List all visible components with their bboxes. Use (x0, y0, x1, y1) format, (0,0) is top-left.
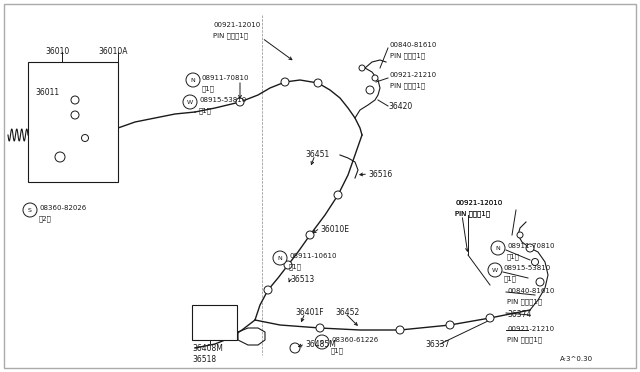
Circle shape (359, 65, 365, 71)
Text: PIN ピン（1）: PIN ピン（1） (390, 82, 425, 89)
Circle shape (486, 314, 494, 322)
Text: （1）: （1） (202, 85, 215, 92)
Circle shape (290, 343, 300, 353)
Text: 2、: 2、 (39, 215, 52, 222)
Text: S: S (28, 208, 32, 212)
Text: 36452: 36452 (335, 308, 359, 317)
Text: 08915-53810: 08915-53810 (504, 265, 551, 271)
Circle shape (264, 286, 272, 294)
Text: S: S (320, 340, 324, 344)
Text: 36516: 36516 (368, 170, 392, 179)
Text: （1）: （1） (507, 253, 520, 260)
Text: 08911-70810: 08911-70810 (202, 75, 250, 81)
Text: 00921-12010: 00921-12010 (213, 22, 260, 28)
Circle shape (334, 191, 342, 199)
Bar (192, 305, 237, 340)
Text: 36011: 36011 (35, 88, 59, 97)
Circle shape (372, 75, 378, 81)
Text: 00921-21210: 00921-21210 (507, 326, 554, 332)
Circle shape (446, 321, 454, 329)
Text: W: W (492, 267, 498, 273)
Circle shape (536, 278, 544, 286)
Text: PIN ピン（1）: PIN ピン（1） (507, 336, 542, 343)
Bar (28, 62, 118, 182)
Text: 36408M: 36408M (192, 344, 223, 353)
Circle shape (526, 244, 534, 252)
Text: 08915-53810: 08915-53810 (199, 97, 246, 103)
Text: 36010E: 36010E (320, 225, 349, 234)
Text: （1）: （1） (331, 347, 344, 354)
Circle shape (281, 78, 289, 86)
Circle shape (71, 96, 79, 104)
Text: N: N (495, 246, 500, 250)
Text: 08360-61226: 08360-61226 (331, 337, 378, 343)
Circle shape (81, 135, 88, 141)
Text: （1）: （1） (289, 263, 302, 270)
Circle shape (236, 98, 244, 106)
Text: 36337: 36337 (425, 340, 449, 349)
Text: 00840-81610: 00840-81610 (507, 288, 554, 294)
Text: 00921-12010: 00921-12010 (455, 200, 502, 206)
Text: PIN ピン（1）: PIN ピン（1） (213, 32, 248, 39)
Circle shape (186, 73, 200, 87)
Text: A·3^0.30: A·3^0.30 (560, 356, 593, 362)
Text: W: W (187, 99, 193, 105)
Circle shape (488, 263, 502, 277)
Text: 08911-70810: 08911-70810 (507, 243, 554, 249)
Text: PIN ピン（1）: PIN ピン（1） (455, 210, 490, 217)
Circle shape (284, 261, 292, 269)
Circle shape (306, 231, 314, 239)
Text: 00921-12010: 00921-12010 (455, 200, 502, 206)
Text: 36010A: 36010A (98, 47, 127, 56)
Circle shape (396, 326, 404, 334)
Text: N: N (278, 256, 282, 260)
Circle shape (55, 152, 65, 162)
Text: 36401F: 36401F (295, 308, 324, 317)
Circle shape (183, 95, 197, 109)
Text: （1）: （1） (504, 275, 517, 282)
Text: 08911-10610: 08911-10610 (289, 253, 337, 259)
Text: 36485M: 36485M (305, 340, 336, 349)
Text: PIN ピン（1）: PIN ピン（1） (455, 210, 490, 217)
Circle shape (366, 86, 374, 94)
Circle shape (491, 241, 505, 255)
Circle shape (316, 324, 324, 332)
Text: 36010: 36010 (45, 47, 69, 56)
Circle shape (315, 335, 329, 349)
Text: 36420: 36420 (388, 102, 412, 111)
Text: N: N (191, 77, 195, 83)
Circle shape (71, 111, 79, 119)
Text: PIN ピン（1）: PIN ピン（1） (507, 298, 542, 305)
Circle shape (273, 251, 287, 265)
Text: 08360-82026: 08360-82026 (39, 205, 86, 211)
Text: 36513: 36513 (290, 275, 314, 284)
Circle shape (517, 232, 523, 238)
Text: 36374: 36374 (507, 310, 531, 319)
Text: PIN ピン（1）: PIN ピン（1） (390, 52, 425, 59)
Circle shape (23, 203, 37, 217)
Text: 36451: 36451 (305, 150, 329, 159)
Circle shape (314, 79, 322, 87)
Circle shape (531, 259, 538, 266)
Text: 00840-81610: 00840-81610 (390, 42, 437, 48)
Text: 36518: 36518 (192, 355, 216, 364)
Text: 00921-21210: 00921-21210 (390, 72, 437, 78)
Text: （1）: （1） (199, 107, 212, 113)
